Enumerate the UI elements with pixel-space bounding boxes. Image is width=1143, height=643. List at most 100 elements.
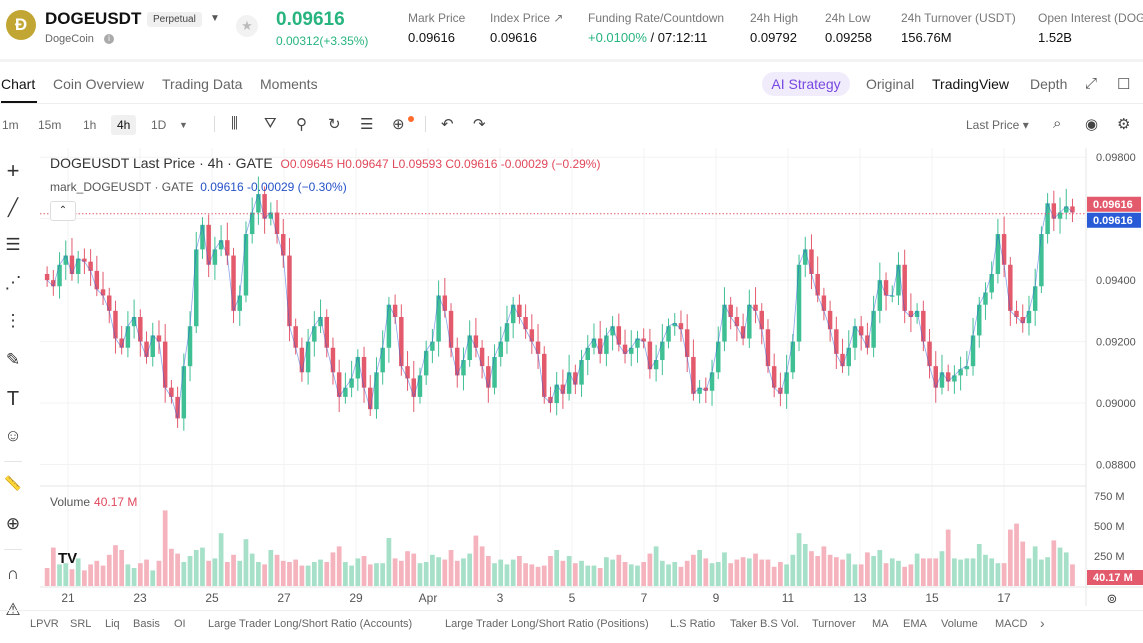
pattern-icon[interactable]: ⋰ — [4, 273, 22, 292]
timeframe-more-icon[interactable]: ▼ — [179, 120, 188, 130]
indicator-macd[interactable]: MACD — [995, 618, 1028, 630]
candle-type-icon[interactable]: ⫼ — [231, 115, 238, 132]
indicators-icon[interactable]: ⛛ — [264, 115, 277, 132]
indicator-ls-ratio[interactable]: L.S Ratio — [670, 618, 716, 630]
symbol-title[interactable]: DOGEUSDT — [45, 9, 142, 28]
favorite-star-icon[interactable]: ★ — [236, 15, 258, 37]
volume-bar — [324, 562, 330, 586]
indicator-ma[interactable]: MA — [872, 618, 889, 630]
emoji-icon[interactable]: ☺ — [4, 426, 22, 445]
stat-label: 24h High — [750, 11, 799, 25]
candle-body — [119, 338, 124, 348]
timeframe-15m[interactable]: 15m — [38, 118, 62, 132]
volume-bar — [740, 557, 746, 586]
indicator-srl[interactable]: SRL — [70, 618, 92, 630]
warning-icon[interactable]: ⚠ — [5, 600, 21, 619]
search-icon[interactable]: ⌕ — [1053, 115, 1062, 132]
x-tick-label: 3 — [497, 591, 504, 605]
candle-body — [529, 329, 535, 342]
candle-body — [1001, 234, 1007, 265]
volume-bar — [461, 558, 466, 586]
stat-mark-price: Mark Price 0.09616 — [408, 11, 465, 45]
tab-coin-overview[interactable]: Coin Overview — [53, 76, 145, 92]
volume-bar — [256, 562, 261, 586]
tab-trading-data[interactable]: Trading Data — [162, 76, 243, 92]
ruler-icon[interactable]: 📏 — [4, 475, 22, 491]
collapse-legend-button[interactable]: ⌃ — [50, 201, 76, 221]
candle-body — [709, 372, 715, 391]
tab-moments[interactable]: Moments — [260, 76, 318, 92]
candle-body — [1026, 310, 1032, 324]
view-original[interactable]: Original — [866, 76, 915, 92]
indicator-basis[interactable]: Basis — [133, 618, 160, 630]
crosshair-icon[interactable]: + — [6, 158, 20, 183]
indicator-ema[interactable]: EMA — [903, 618, 927, 630]
timeframe-1h[interactable]: 1h — [83, 118, 97, 132]
brush-icon[interactable]: ✎ — [5, 350, 21, 369]
candle-body — [399, 317, 404, 367]
indicator-oi[interactable]: OI — [174, 618, 186, 630]
volume-bar — [75, 558, 81, 586]
indicator-volume[interactable]: Volume — [941, 618, 978, 630]
price-chart[interactable]: 0.098000.096000.094000.092000.090000.088… — [40, 148, 1143, 610]
candle-body — [442, 295, 448, 311]
timeframe-1d[interactable]: 1D — [151, 118, 167, 132]
indicator-ls-positions[interactable]: Large Trader Long/Short Ratio (Positions… — [445, 618, 649, 630]
camera-icon[interactable]: ◉ — [1085, 116, 1099, 133]
more-indicators-icon[interactable]: › — [1040, 615, 1045, 631]
chevron-down-icon[interactable]: ▼ — [210, 13, 220, 24]
view-depth[interactable]: Depth — [1030, 76, 1068, 92]
alert-icon[interactable]: ⚲ — [296, 116, 307, 133]
volume-bar — [554, 550, 560, 586]
zoom-icon[interactable]: ⊕ — [5, 514, 21, 533]
fib-icon[interactable]: ⋮ — [4, 311, 22, 330]
fullscreen-icon[interactable]: ⤢ — [1085, 75, 1098, 92]
indicator-lpvr[interactable]: LPVR — [30, 618, 59, 630]
undo-icon[interactable]: ↶ — [441, 116, 454, 133]
last-price-tag: 0.09616 — [1093, 199, 1133, 211]
stat-index-price[interactable]: Index Price ↗ 0.09616 — [490, 11, 563, 45]
volume-bar — [995, 563, 1001, 586]
popout-icon[interactable]: ☐ — [1117, 76, 1131, 93]
ai-strategy-button[interactable]: AI Strategy — [762, 72, 850, 96]
info-icon[interactable]: i — [104, 34, 114, 44]
stat-24h-low: 24h Low 0.09258 — [825, 11, 872, 45]
indicator-turnover[interactable]: Turnover — [812, 618, 856, 630]
volume-bar — [57, 564, 62, 586]
candle-body — [448, 310, 454, 348]
stat-label[interactable]: Index Price ↗ — [490, 11, 564, 25]
view-tradingview[interactable]: TradingView — [932, 76, 1010, 92]
volume-bar — [628, 564, 634, 586]
indicator-liq[interactable]: Liq — [105, 618, 120, 630]
redo-icon[interactable]: ↷ — [473, 116, 486, 133]
candle-body — [641, 338, 646, 342]
add-icon[interactable]: ⊕ — [392, 116, 405, 133]
candle-body — [256, 194, 261, 213]
volume-bar — [846, 553, 852, 586]
candle-body — [324, 317, 329, 348]
indicator-ls-accounts[interactable]: Large Trader Long/Short Ratio (Accounts) — [208, 618, 413, 630]
replay-icon[interactable]: ↻ — [328, 116, 341, 133]
templates-icon[interactable]: ☰ — [360, 116, 374, 133]
candle-body — [784, 372, 789, 394]
volume-bar — [840, 559, 845, 586]
horizontal-lines-icon[interactable]: ☰ — [5, 235, 21, 254]
indicator-taker-vol[interactable]: Taker B.S Vol. — [730, 618, 800, 630]
candle-body — [125, 326, 131, 348]
magnet-icon[interactable]: ∩ — [6, 564, 20, 583]
volume-bar — [927, 558, 932, 586]
trendline-icon[interactable]: ╱ — [7, 198, 19, 217]
timeframe-1m[interactable]: 1m — [2, 118, 19, 132]
volume-bar — [181, 562, 187, 586]
candle-body — [914, 310, 920, 317]
volume-bar — [653, 546, 659, 586]
text-icon[interactable]: T — [6, 388, 20, 410]
settings-icon[interactable]: ⚙ — [1117, 116, 1131, 133]
sidebar-divider — [4, 461, 22, 462]
stat-label: 24h Turnover (USDT) — [901, 11, 1016, 25]
candle-body — [374, 372, 379, 410]
price-type-select[interactable]: Last Price ▾ — [966, 118, 1029, 132]
timeframe-4h[interactable]: 4h — [111, 115, 137, 135]
tab-chart[interactable]: Chart — [1, 76, 36, 92]
candle-body — [405, 366, 410, 379]
